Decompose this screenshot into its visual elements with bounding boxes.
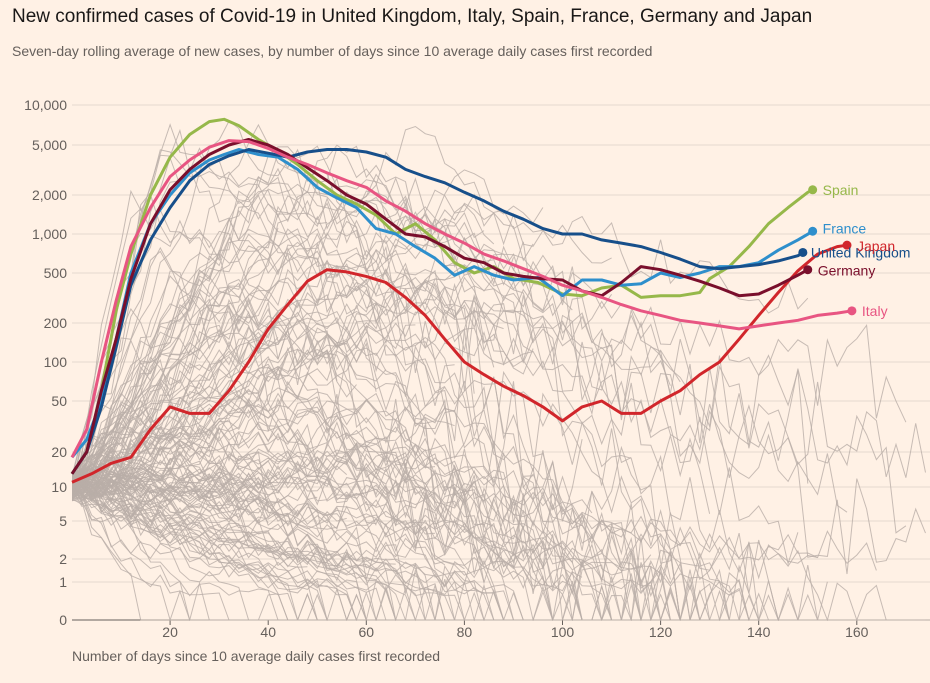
y-tick-label: 1,000 [32, 226, 67, 242]
background-country-line [72, 156, 907, 484]
series-line-france [70, 148, 814, 459]
y-tick-label: 5 [59, 513, 67, 529]
background-country-line [72, 322, 416, 487]
background-country-line [72, 226, 711, 514]
series-line-spain [70, 117, 814, 475]
background-country-line [72, 207, 926, 493]
background-country-line [72, 386, 465, 621]
background-country-line [72, 475, 367, 579]
y-tick-label: 10,000 [24, 97, 67, 113]
chart-subtitle: Seven-day rolling average of new cases, … [12, 43, 653, 59]
series-line-japan [71, 243, 848, 484]
series-label-united-kingdom: United Kingdom [811, 244, 911, 260]
background-country-line [72, 465, 348, 496]
x-tick-label: 120 [649, 624, 673, 640]
x-tick-label: 160 [845, 624, 869, 640]
x-tick-label: 60 [359, 624, 375, 640]
background-country-line [72, 258, 573, 486]
background-country-line [72, 270, 357, 483]
y-tick-label: 200 [44, 315, 68, 331]
background-country-line [72, 189, 847, 621]
background-country-line [72, 169, 544, 490]
y-tick-label: 50 [51, 393, 67, 409]
background-country-line [72, 307, 740, 621]
background-country-line [72, 451, 818, 561]
highlighted-country-lines [70, 117, 857, 484]
background-country-line [72, 299, 524, 554]
background-country-line [72, 479, 396, 572]
y-tick-label: 100 [44, 354, 68, 370]
x-tick-label: 80 [457, 624, 473, 640]
series-line-united-kingdom [70, 148, 804, 475]
y-axis-ticks: 0 1 2 5 10 20 50 100 200 500 1,000 2,000 5,000 10,000 [24, 97, 67, 628]
background-country-line [72, 443, 720, 571]
background-country-line [72, 396, 926, 621]
y-tick-label: 500 [44, 265, 68, 281]
y-tick-label: 20 [51, 444, 67, 460]
background-country-line [72, 476, 740, 596]
background-country-line [72, 209, 828, 621]
background-country-line [72, 472, 583, 592]
series-end-dot-germany [803, 265, 813, 275]
background-country-line [72, 128, 671, 479]
chart-title: New confirmed cases of Covid-19 in Unite… [12, 6, 813, 27]
background-country-line [72, 204, 495, 478]
x-tick-label: 100 [551, 624, 575, 640]
background-country-line [72, 120, 847, 621]
background-country-line [72, 392, 700, 621]
background-country-line [72, 326, 534, 492]
background-country-line [72, 453, 269, 512]
background-country-line [72, 312, 426, 487]
x-tick-label: 20 [162, 624, 178, 640]
x-tick-label: 140 [747, 624, 771, 640]
series-label-italy: Italy [862, 303, 888, 319]
background-country-line [72, 452, 426, 509]
series-line-germany [70, 138, 809, 475]
background-country-line [72, 379, 828, 621]
series-label-japan: Japan [857, 238, 895, 254]
background-country-line [72, 194, 446, 486]
background-country-line [72, 218, 504, 477]
background-country-line [72, 202, 612, 501]
series-label-spain: Spain [823, 182, 859, 198]
y-tick-label: 10 [51, 479, 67, 495]
y-tick-label: 2,000 [32, 187, 67, 203]
y-tick-label: 2 [59, 551, 67, 567]
x-axis-label: Number of days since 10 average daily ca… [72, 648, 440, 664]
y-tick-label: 0 [59, 612, 67, 628]
background-country-line [72, 468, 514, 621]
series-label-germany: Germany [818, 263, 876, 279]
y-tick-label: 5,000 [32, 137, 67, 153]
x-axis-ticks: 20 40 60 80 100 120 140 160 [162, 620, 869, 640]
background-country-line [72, 306, 848, 513]
series-label-france: France [823, 220, 867, 236]
series-end-dot-spain [808, 185, 818, 195]
background-country-line [72, 356, 740, 621]
x-tick-label: 40 [260, 624, 276, 640]
series-end-dot-italy [847, 306, 857, 316]
series-end-dot-japan [842, 240, 852, 250]
background-country-line [72, 173, 926, 575]
background-country-line [72, 123, 583, 522]
series-line-italy [70, 139, 853, 458]
y-tick-label: 1 [59, 574, 67, 590]
background-country-line [72, 339, 504, 621]
background-country-line [72, 475, 543, 621]
series-end-dot-france [808, 226, 818, 236]
background-country-line [72, 275, 554, 573]
background-country-line [72, 428, 465, 487]
background-country-line [72, 176, 809, 491]
series-end-dot-united-kingdom [798, 247, 808, 257]
